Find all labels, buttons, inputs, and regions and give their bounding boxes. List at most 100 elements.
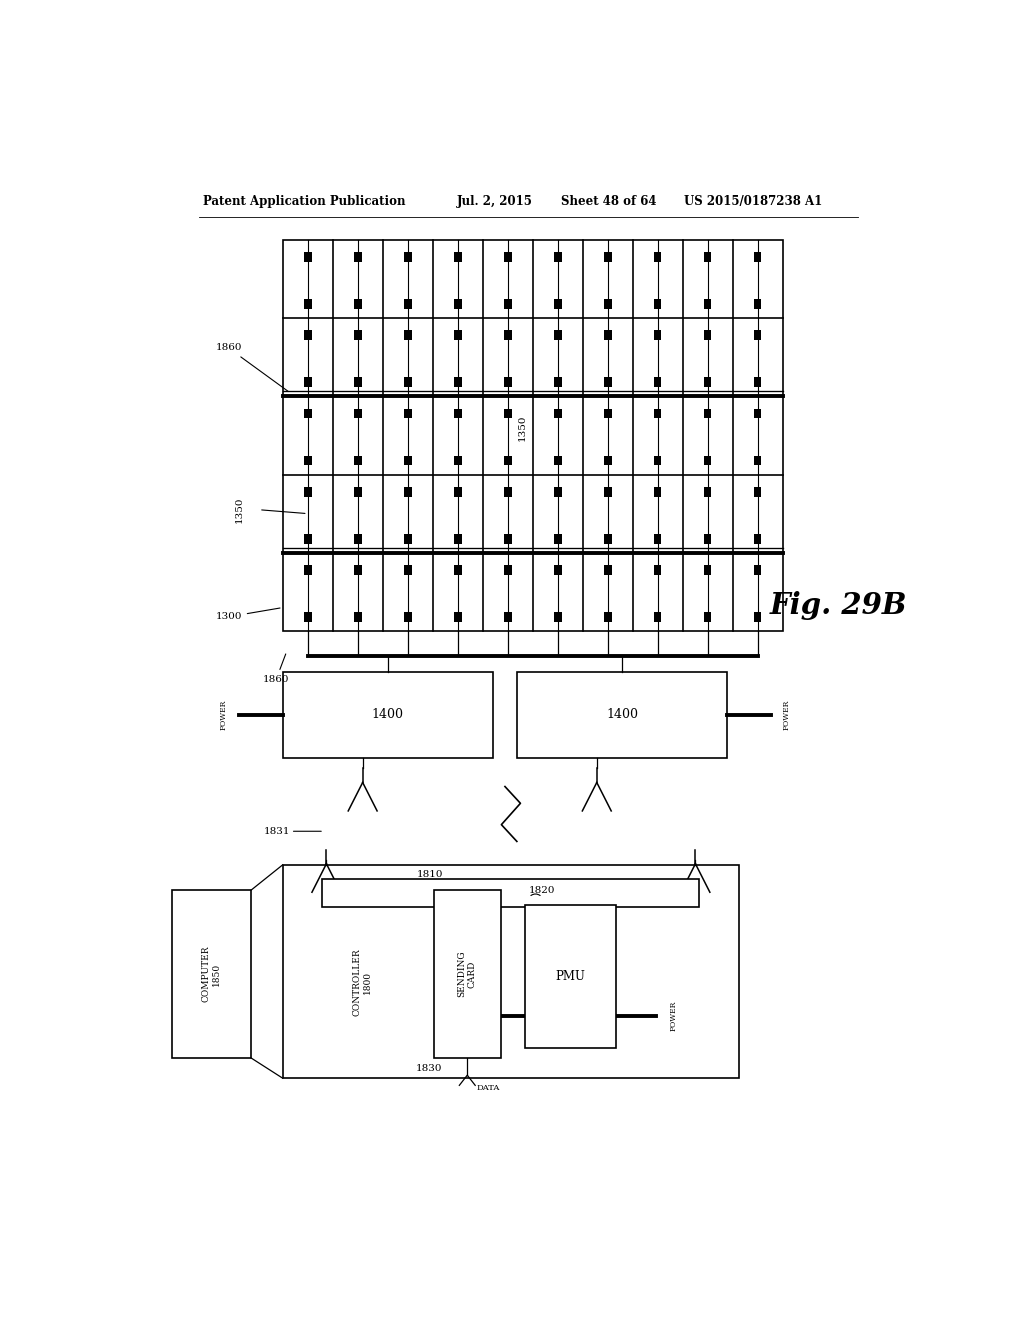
Bar — [172, 890, 251, 1057]
Text: 1820: 1820 — [528, 886, 555, 895]
Bar — [354, 252, 361, 261]
Bar — [304, 330, 311, 341]
Bar — [604, 487, 611, 496]
Bar — [283, 240, 782, 631]
Bar — [604, 455, 611, 465]
Bar — [554, 330, 561, 341]
Text: SENDING
CARD: SENDING CARD — [458, 950, 477, 998]
Bar — [604, 300, 611, 309]
Bar — [504, 378, 512, 387]
Bar — [654, 455, 662, 465]
Bar — [304, 455, 311, 465]
Bar — [703, 612, 712, 622]
Bar — [433, 890, 501, 1057]
Bar — [524, 906, 616, 1048]
Text: US 2015/0187238 A1: US 2015/0187238 A1 — [684, 194, 822, 207]
Bar — [354, 455, 361, 465]
Bar — [304, 378, 311, 387]
Bar — [654, 252, 662, 261]
Bar — [554, 409, 561, 418]
Bar — [754, 487, 762, 496]
Bar — [654, 533, 662, 544]
Bar — [654, 409, 662, 418]
Bar — [754, 409, 762, 418]
Bar — [654, 565, 662, 574]
Bar — [504, 612, 512, 622]
Bar — [703, 300, 712, 309]
Bar — [404, 455, 412, 465]
Text: 1830: 1830 — [416, 1064, 442, 1073]
Text: PMU: PMU — [555, 970, 586, 983]
Bar — [754, 565, 762, 574]
Text: COMPUTER
1850: COMPUTER 1850 — [202, 946, 221, 1002]
Bar — [504, 455, 512, 465]
Bar — [604, 252, 611, 261]
Text: POWER: POWER — [782, 700, 791, 730]
Bar — [504, 409, 512, 418]
Bar — [283, 865, 739, 1078]
Bar — [504, 300, 512, 309]
Bar — [754, 330, 762, 341]
Bar — [554, 252, 561, 261]
Bar — [304, 565, 311, 574]
Bar — [454, 612, 462, 622]
Text: Fig. 29B: Fig. 29B — [769, 591, 907, 620]
Text: Sheet 48 of 64: Sheet 48 of 64 — [560, 194, 656, 207]
Bar — [604, 378, 611, 387]
Bar — [703, 409, 712, 418]
Bar — [404, 487, 412, 496]
Bar — [654, 330, 662, 341]
Bar — [304, 612, 311, 622]
Bar — [754, 378, 762, 387]
Text: 1860: 1860 — [263, 653, 290, 684]
Text: 1831: 1831 — [264, 826, 291, 836]
Bar — [654, 487, 662, 496]
Bar — [283, 672, 494, 758]
Bar — [454, 455, 462, 465]
Bar — [304, 300, 311, 309]
Bar — [504, 330, 512, 341]
Text: 1860: 1860 — [215, 343, 289, 392]
Bar — [354, 487, 361, 496]
Bar — [404, 300, 412, 309]
Bar — [504, 533, 512, 544]
Bar — [703, 533, 712, 544]
Bar — [517, 672, 727, 758]
Bar — [703, 487, 712, 496]
Bar — [754, 455, 762, 465]
Bar — [554, 455, 561, 465]
Bar — [404, 252, 412, 261]
Bar — [604, 409, 611, 418]
Bar — [454, 252, 462, 261]
Bar — [304, 252, 311, 261]
Bar — [754, 533, 762, 544]
Bar — [504, 252, 512, 261]
Bar — [454, 533, 462, 544]
Bar — [404, 612, 412, 622]
Bar — [454, 565, 462, 574]
Bar — [654, 300, 662, 309]
Text: Jul. 2, 2015: Jul. 2, 2015 — [458, 194, 534, 207]
Bar — [703, 455, 712, 465]
Bar — [454, 300, 462, 309]
Bar — [554, 487, 561, 496]
Bar — [404, 409, 412, 418]
Bar — [354, 378, 361, 387]
Bar — [354, 409, 361, 418]
Bar — [604, 612, 611, 622]
Bar — [604, 565, 611, 574]
Text: 1350: 1350 — [234, 496, 244, 523]
Bar — [654, 612, 662, 622]
Bar — [404, 565, 412, 574]
Text: DATA: DATA — [477, 1085, 500, 1093]
Bar — [554, 300, 561, 309]
Bar — [604, 533, 611, 544]
Bar — [654, 378, 662, 387]
Bar — [703, 252, 712, 261]
Bar — [354, 300, 361, 309]
Bar — [554, 565, 561, 574]
Bar — [504, 565, 512, 574]
Bar — [554, 378, 561, 387]
Bar — [354, 330, 361, 341]
Bar — [604, 330, 611, 341]
